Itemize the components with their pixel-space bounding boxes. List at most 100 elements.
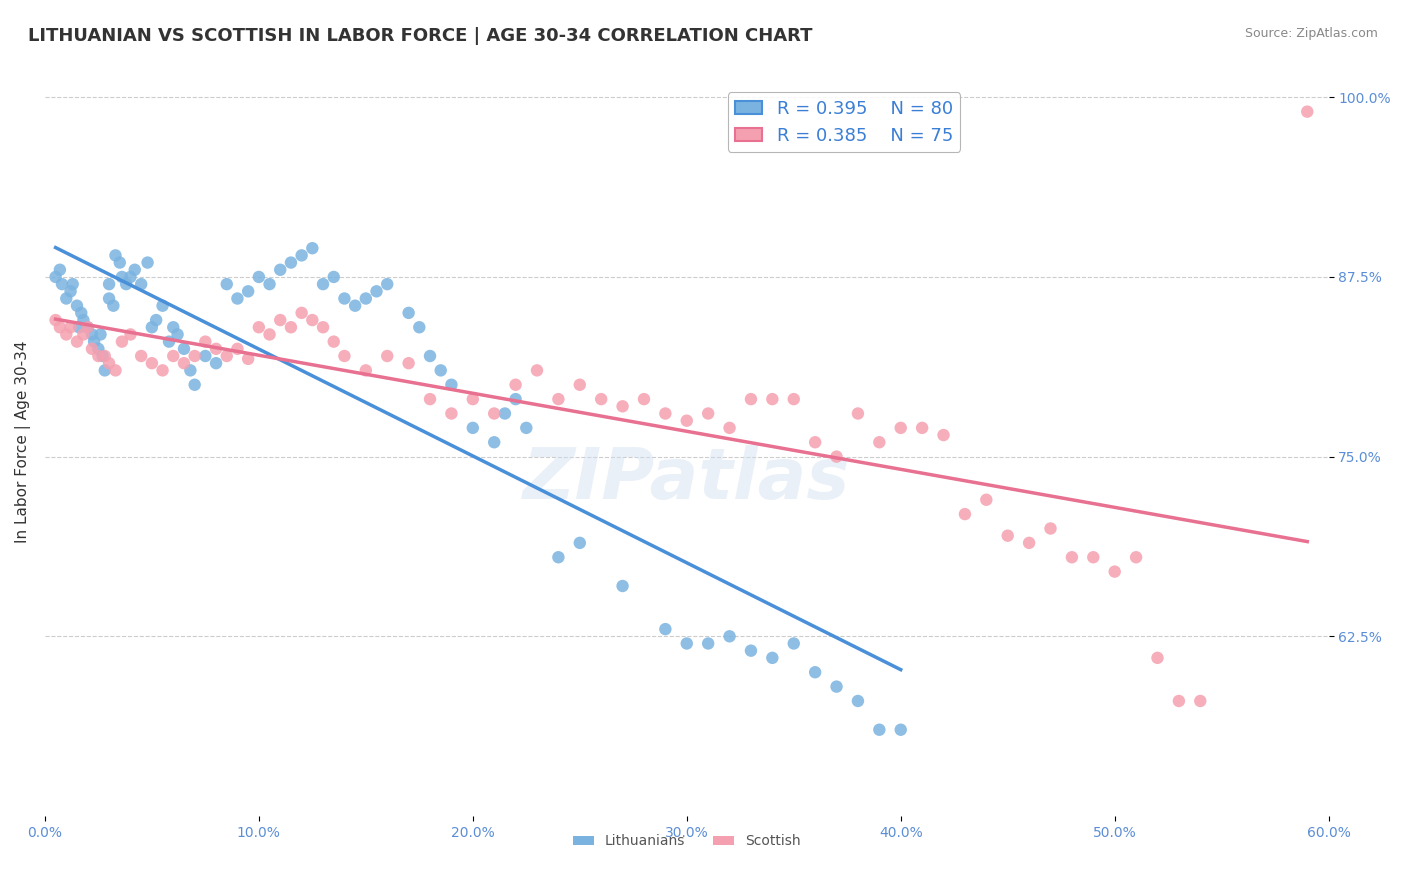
Point	[80, 327, 103, 342]
Point	[482, 407, 505, 421]
Point	[398, 306, 420, 320]
Point	[45, 269, 67, 284]
Point	[333, 292, 356, 306]
Point	[76, 320, 98, 334]
Point	[152, 299, 174, 313]
Point	[953, 507, 976, 521]
Point	[761, 651, 783, 665]
Point	[419, 349, 441, 363]
Point	[215, 349, 238, 363]
Point	[976, 492, 998, 507]
Point	[1189, 694, 1212, 708]
Point	[366, 285, 388, 299]
Point	[215, 277, 238, 292]
Point	[612, 579, 634, 593]
Point	[236, 351, 259, 366]
Point	[72, 327, 94, 342]
Point	[87, 349, 110, 363]
Point	[429, 363, 451, 377]
Point	[804, 435, 827, 450]
Point	[104, 248, 127, 262]
Point	[783, 636, 806, 650]
Point	[120, 269, 142, 284]
Point	[633, 392, 655, 406]
Point	[247, 269, 270, 284]
Point	[1039, 521, 1062, 535]
Point	[183, 377, 205, 392]
Point	[247, 320, 270, 334]
Point	[70, 306, 93, 320]
Point	[166, 327, 188, 342]
Point	[94, 349, 117, 363]
Point	[932, 428, 955, 442]
Point	[226, 292, 249, 306]
Point	[1083, 550, 1105, 565]
Point	[547, 392, 569, 406]
Point	[141, 320, 163, 334]
Point	[49, 262, 72, 277]
Point	[697, 407, 720, 421]
Point	[526, 363, 548, 377]
Point	[333, 349, 356, 363]
Point	[825, 450, 848, 464]
Point	[740, 392, 762, 406]
Point	[236, 285, 259, 299]
Point	[145, 313, 167, 327]
Point	[226, 342, 249, 356]
Point	[87, 342, 110, 356]
Text: ZIPatlas: ZIPatlas	[523, 445, 851, 514]
Point	[83, 334, 105, 349]
Point	[740, 643, 762, 657]
Text: Source: ZipAtlas.com: Source: ZipAtlas.com	[1244, 27, 1378, 40]
Point	[890, 421, 912, 435]
Point	[136, 255, 159, 269]
Point	[80, 342, 103, 356]
Point	[547, 550, 569, 565]
Point	[108, 255, 131, 269]
Point	[515, 421, 537, 435]
Point	[291, 248, 314, 262]
Point	[194, 334, 217, 349]
Point	[654, 622, 676, 636]
Point	[461, 392, 484, 406]
Point	[59, 320, 82, 334]
Point	[173, 356, 195, 370]
Point	[162, 320, 184, 334]
Point	[301, 241, 323, 255]
Point	[94, 363, 117, 377]
Point	[354, 292, 377, 306]
Point	[111, 334, 134, 349]
Point	[129, 277, 152, 292]
Point	[98, 356, 121, 370]
Point	[98, 277, 121, 292]
Point	[115, 277, 138, 292]
Point	[505, 377, 527, 392]
Point	[157, 334, 180, 349]
Point	[1060, 550, 1083, 565]
Point	[59, 285, 82, 299]
Point	[718, 629, 741, 643]
Point	[205, 356, 228, 370]
Point	[911, 421, 934, 435]
Point	[120, 327, 142, 342]
Point	[322, 334, 344, 349]
Point	[868, 435, 890, 450]
Point	[890, 723, 912, 737]
Point	[301, 313, 323, 327]
Point	[654, 407, 676, 421]
Point	[173, 342, 195, 356]
Point	[375, 277, 398, 292]
Point	[259, 277, 281, 292]
Point	[408, 320, 430, 334]
Point	[1018, 536, 1040, 550]
Point	[91, 349, 114, 363]
Point	[398, 356, 420, 370]
Point	[718, 421, 741, 435]
Point	[783, 392, 806, 406]
Point	[568, 536, 591, 550]
Point	[440, 407, 463, 421]
Point	[72, 313, 94, 327]
Point	[129, 349, 152, 363]
Point	[49, 320, 72, 334]
Point	[804, 665, 827, 680]
